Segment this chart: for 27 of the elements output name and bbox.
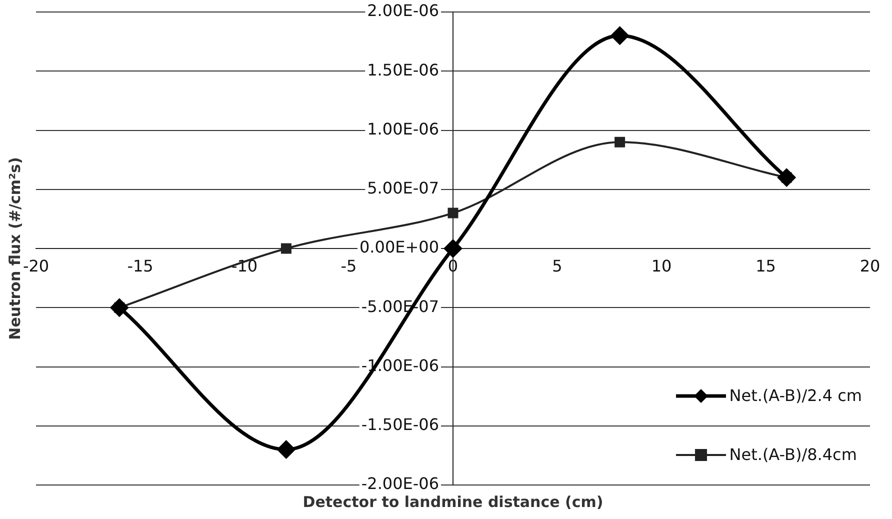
x-tick-label: 10 bbox=[651, 256, 672, 276]
y-tick-label: 0.00E+00 bbox=[360, 238, 439, 257]
y-tick-label: 1.50E-06 bbox=[367, 60, 439, 80]
point bbox=[614, 136, 626, 148]
x-tick-label: 5 bbox=[552, 256, 562, 276]
x-tick-label: 15 bbox=[756, 256, 776, 276]
x-tick-label: -5 bbox=[340, 256, 357, 276]
point bbox=[448, 208, 458, 218]
x-tick-label: -20 bbox=[22, 256, 50, 276]
x-tick-label: -10 bbox=[231, 256, 258, 276]
point bbox=[110, 298, 128, 316]
point bbox=[277, 440, 295, 458]
point bbox=[778, 168, 796, 186]
y-tick-label: -1.50E-06 bbox=[361, 415, 439, 434]
point bbox=[611, 26, 629, 44]
y-axis-title: Neutron flux (#/cm²s) bbox=[6, 157, 24, 340]
y-tick-label: -2.00E-06 bbox=[361, 474, 439, 494]
y-tick-label: 1.00E-06 bbox=[367, 119, 439, 138]
x-tick-label: 20 bbox=[860, 256, 880, 276]
x-axis-title: Detector to landmine distance (cm) bbox=[302, 492, 604, 511]
y-tick-label: 2.00E-06 bbox=[367, 1, 439, 20]
point bbox=[444, 240, 462, 258]
point bbox=[280, 243, 292, 254]
legend-label: Net.(A-B)/8.4cm bbox=[729, 445, 857, 464]
y-tick-label: 5.00E-07 bbox=[367, 178, 439, 198]
x-tick-label: -15 bbox=[127, 256, 154, 276]
legend-label: Net.(A-B)/2.4 cm bbox=[729, 386, 862, 405]
